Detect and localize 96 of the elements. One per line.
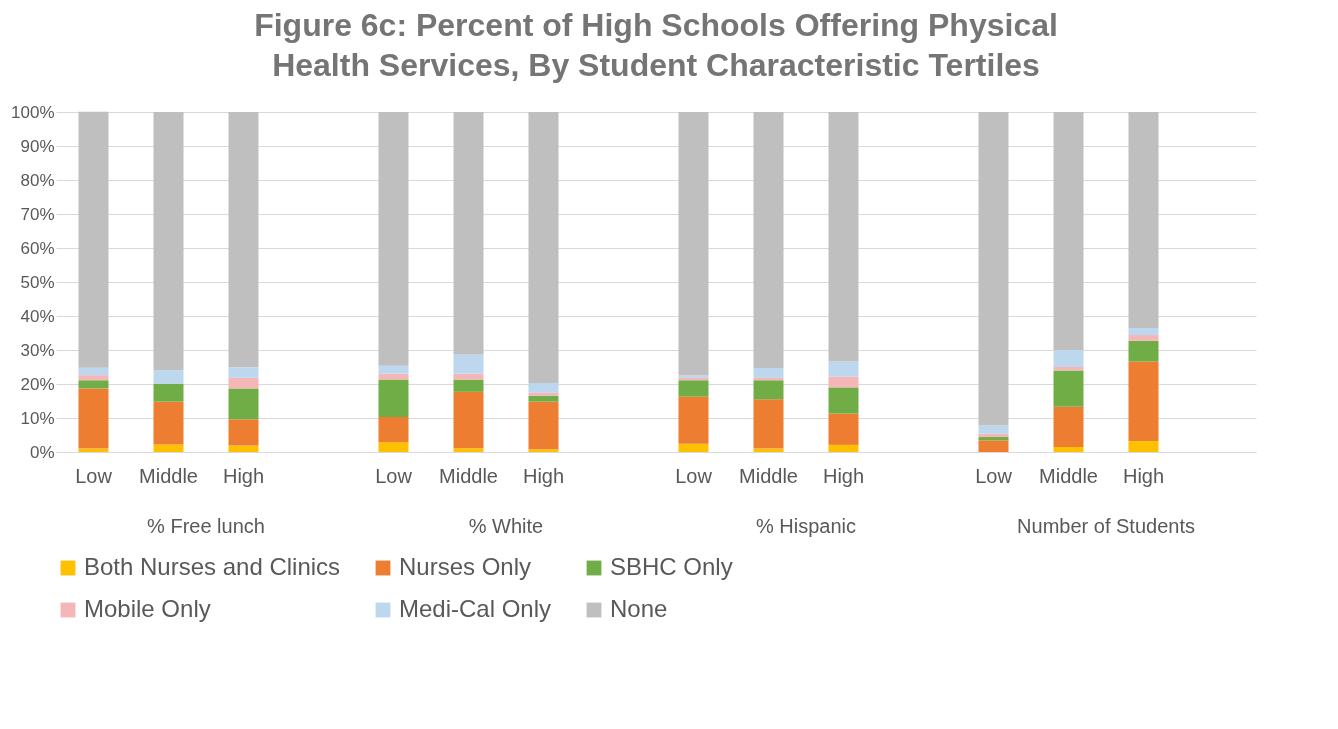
bar [528, 401, 559, 450]
bar [378, 373, 409, 380]
bar [378, 112, 409, 366]
y-tick-label: 0% [29, 442, 55, 462]
bar [153, 370, 184, 384]
bar [1053, 350, 1084, 367]
y-tick-label: 70% [20, 204, 55, 224]
y-tick-label: 90% [20, 136, 55, 156]
chart-title: Figure 6c: Percent of High Schools Offering Physical Health Services, By Student Characteristic Tertiles [254, 7, 1058, 83]
y-tick-label: 10% [20, 408, 55, 428]
bar [978, 112, 1009, 426]
bar [1128, 335, 1159, 341]
bar [1053, 112, 1084, 350]
bar [1053, 370, 1084, 407]
x-tick-label: High [522, 464, 565, 487]
legend-label: SBHC Only [610, 553, 733, 580]
x-tick-label: Middle [139, 464, 198, 487]
y-tick-label: 100% [11, 102, 55, 122]
x-tick-label: Low [75, 464, 113, 487]
bar [678, 396, 709, 444]
bar [528, 112, 559, 383]
bar [453, 373, 484, 380]
bar [828, 413, 859, 445]
x-tick-label: High [1122, 464, 1165, 487]
bar [228, 367, 259, 378]
legend-label: Nurses Only [399, 553, 532, 580]
bar [753, 399, 784, 449]
bar [528, 395, 559, 402]
bar [78, 375, 109, 381]
y-tick-label: 30% [20, 340, 55, 360]
legend-label: Medi-Cal Only [399, 595, 552, 622]
y-tick-label: 50% [20, 272, 55, 292]
y-tick-label: 20% [20, 374, 55, 394]
x-tick-label: Low [975, 464, 1013, 487]
bar [828, 444, 859, 452]
bar [228, 112, 259, 368]
legend-label: None [610, 595, 668, 622]
bar [528, 382, 559, 393]
bar [978, 440, 1009, 452]
bar [228, 377, 259, 389]
legend-label: Mobile Only [84, 595, 211, 622]
bar [378, 416, 409, 443]
bar [753, 368, 784, 378]
bar [1053, 446, 1084, 452]
bar [228, 388, 259, 420]
y-tick-label: 80% [20, 170, 55, 190]
bar [453, 448, 484, 452]
text: Number of Students [1017, 515, 1195, 537]
bar [153, 112, 184, 371]
bar [453, 112, 484, 355]
bar [378, 442, 409, 452]
bar [1053, 406, 1084, 447]
bar [978, 425, 1009, 434]
x-tick-label: Middle [1039, 464, 1098, 487]
bar [753, 112, 784, 369]
text: % Free lunch [147, 515, 265, 537]
bar [528, 392, 559, 396]
legend-label: Both Nurses and Clinics [84, 553, 341, 580]
bar [828, 376, 859, 388]
bar [453, 379, 484, 392]
bar [78, 380, 109, 389]
bar [153, 401, 184, 445]
bar [1128, 361, 1159, 442]
x-tick-label: Middle [439, 464, 498, 487]
x-tick-label: High [822, 464, 865, 487]
bar [1128, 340, 1159, 362]
bar [678, 380, 709, 397]
y-tick-label: 60% [20, 238, 55, 258]
bar [828, 387, 859, 414]
bar [453, 391, 484, 449]
x-tick-label: Low [375, 464, 413, 487]
y-tick-label: 40% [20, 306, 55, 326]
bar [678, 443, 709, 452]
bar [378, 379, 409, 417]
bar [228, 419, 259, 446]
bar [1128, 112, 1159, 328]
bar [528, 449, 559, 452]
x-tick-label: High [222, 464, 265, 487]
text: % Hispanic [755, 515, 857, 537]
x-tick-label: Low [675, 464, 713, 487]
bar [153, 383, 184, 402]
bar [828, 112, 859, 362]
bar [1128, 441, 1159, 452]
bar [678, 112, 709, 376]
bar [228, 445, 259, 452]
bar [453, 354, 484, 374]
bar [78, 388, 109, 449]
text: % White [468, 515, 544, 537]
bar [78, 367, 109, 376]
bar [1128, 327, 1159, 336]
bar [78, 111, 109, 368]
bar [378, 365, 409, 374]
bar [753, 380, 784, 400]
x-tick-label: Middle [739, 464, 798, 487]
bar [828, 361, 859, 377]
bar [153, 444, 184, 452]
